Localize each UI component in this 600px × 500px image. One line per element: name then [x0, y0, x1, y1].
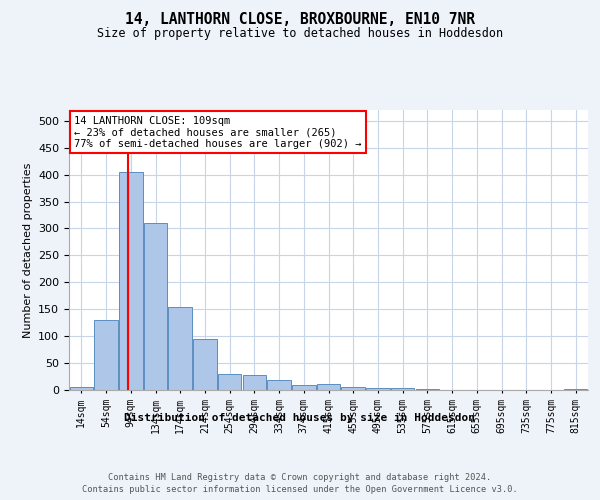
Bar: [144, 223, 167, 390]
Bar: [564, 389, 587, 390]
Text: Size of property relative to detached houses in Hoddesdon: Size of property relative to detached ho…: [97, 28, 503, 40]
Text: Contains HM Land Registry data © Crown copyright and database right 2024.: Contains HM Land Registry data © Crown c…: [109, 472, 491, 482]
Bar: [268, 380, 291, 390]
Bar: [94, 320, 118, 390]
Text: Contains public sector information licensed under the Open Government Licence v3: Contains public sector information licen…: [82, 485, 518, 494]
Bar: [218, 374, 241, 390]
Bar: [242, 375, 266, 390]
Bar: [317, 384, 340, 390]
Text: Distribution of detached houses by size in Hoddesdon: Distribution of detached houses by size …: [125, 412, 476, 422]
Bar: [292, 384, 316, 390]
Bar: [391, 388, 415, 390]
Text: 14 LANTHORN CLOSE: 109sqm
← 23% of detached houses are smaller (265)
77% of semi: 14 LANTHORN CLOSE: 109sqm ← 23% of detac…: [74, 116, 362, 149]
Bar: [193, 339, 217, 390]
Y-axis label: Number of detached properties: Number of detached properties: [23, 162, 32, 338]
Text: 14, LANTHORN CLOSE, BROXBOURNE, EN10 7NR: 14, LANTHORN CLOSE, BROXBOURNE, EN10 7NR: [125, 12, 475, 28]
Bar: [169, 306, 192, 390]
Bar: [341, 388, 365, 390]
Bar: [366, 388, 389, 390]
Bar: [70, 388, 93, 390]
Bar: [119, 172, 143, 390]
